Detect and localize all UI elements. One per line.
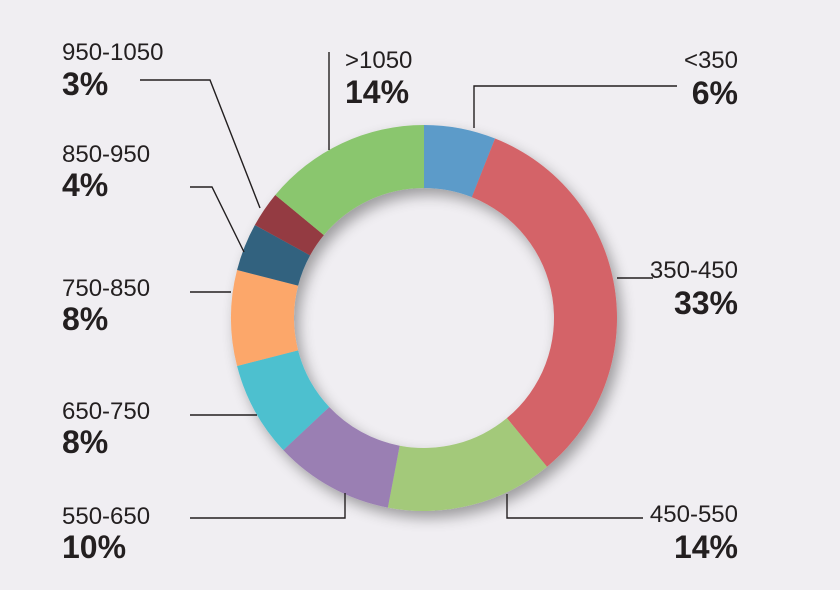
slice-650-750 <box>237 350 330 451</box>
slice-450-550 <box>387 418 548 511</box>
slice-labels: <3506%350-45033%450-55014%550-65010%650-… <box>62 39 738 565</box>
slice-950-1050 <box>254 194 324 256</box>
percent-label-gt-1050: 14% <box>345 74 409 110</box>
percent-label-950-1050: 3% <box>62 66 108 102</box>
leader-line-950-1050 <box>140 79 261 209</box>
category-label-650-750: 650-750 <box>62 398 150 425</box>
category-label-lt-350: <350 <box>684 47 738 74</box>
leader-line-550-650 <box>190 493 346 519</box>
percent-label-750-850: 8% <box>62 301 108 337</box>
category-label-950-1050: 950-1050 <box>62 39 163 66</box>
slice-350-450 <box>471 138 617 467</box>
donut-slices <box>230 125 617 511</box>
percent-label-350-450: 33% <box>674 285 738 321</box>
slice-550-650 <box>283 406 400 508</box>
leader-line-850-950 <box>190 186 245 253</box>
category-label-750-850: 750-850 <box>62 275 150 302</box>
category-label-350-450: 350-450 <box>650 257 738 284</box>
leader-line-lt-350 <box>473 85 677 128</box>
leader-line-450-550 <box>506 494 643 519</box>
slice-850-950 <box>237 225 311 286</box>
percent-label-650-750: 8% <box>62 424 108 460</box>
category-label-450-550: 450-550 <box>650 501 738 528</box>
slice-gt-1050 <box>275 125 424 236</box>
percent-label-lt-350: 6% <box>692 75 738 111</box>
percent-label-550-650: 10% <box>62 529 126 565</box>
category-label-550-650: 550-650 <box>62 503 150 530</box>
category-label-gt-1050: >1050 <box>345 47 412 74</box>
percent-label-850-950: 4% <box>62 167 108 203</box>
leader-lines <box>140 52 677 519</box>
percent-label-450-550: 14% <box>674 529 738 565</box>
category-label-850-950: 850-950 <box>62 141 150 168</box>
slice-lt-350 <box>424 125 496 198</box>
slice-750-850 <box>230 270 299 366</box>
